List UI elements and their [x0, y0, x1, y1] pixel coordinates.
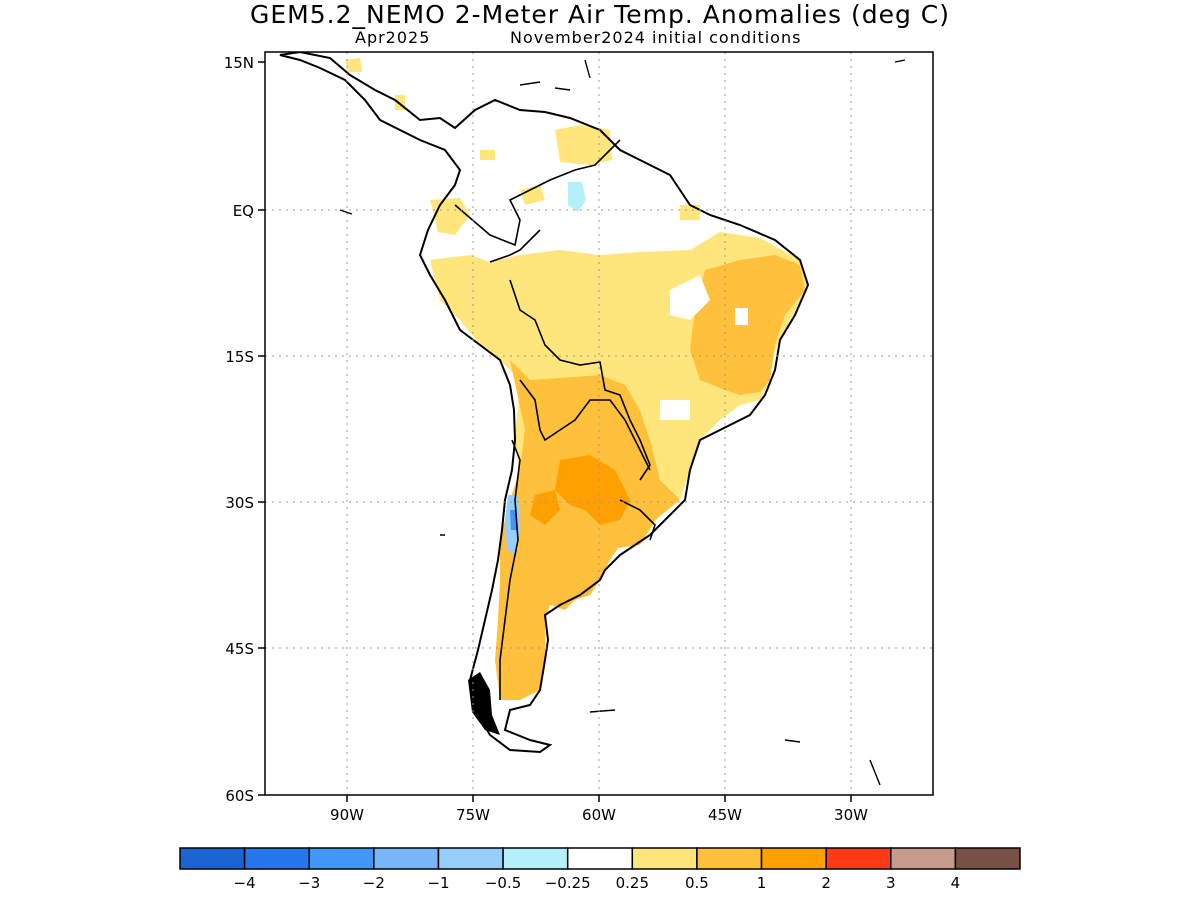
colorbar-swatch [243, 847, 310, 870]
lat-label: 30S [225, 494, 254, 512]
map-canvas [279, 52, 906, 786]
valid-month-label: Apr2025 [355, 28, 431, 47]
lon-label: 90W [330, 806, 364, 824]
anomaly-region-moderate-cool [510, 510, 517, 530]
anomaly-region-warmer [530, 455, 630, 525]
colorbar-label: 2 [821, 874, 831, 892]
caribbean-islands [339, 59, 906, 786]
colorbar-swatch [437, 847, 504, 870]
colorbar-swatch [308, 847, 375, 870]
axis-ticks [258, 61, 852, 802]
colorbar-label: −2 [363, 874, 385, 892]
colorbar-swatch [373, 847, 440, 870]
colorbar-swatch [502, 847, 569, 870]
lat-label: 60S [225, 787, 254, 805]
gridlines [265, 52, 933, 795]
colorbar-swatch [566, 847, 634, 870]
colorbar-swatch [631, 847, 698, 870]
colorbar-swatch [825, 847, 892, 870]
colorbar-label: −0.5 [485, 874, 521, 892]
lon-label: 45W [708, 806, 742, 824]
anomaly-neutral-patch [660, 275, 748, 420]
colorbar-swatch [179, 847, 246, 870]
colorbar-swatch [890, 847, 957, 870]
colorbar-label: 1 [757, 874, 767, 892]
colorbar-label: 0.25 [616, 874, 649, 892]
map-title: GEM5.2_NEMO 2-Meter Air Temp. Anomalies … [250, 0, 950, 29]
lat-label: EQ [233, 202, 254, 220]
patagonia-fjords [468, 672, 500, 735]
country-borders [454, 139, 656, 700]
colorbar-label: 4 [951, 874, 961, 892]
lon-label: 30W [834, 806, 868, 824]
colorbar-label: −4 [234, 874, 256, 892]
colorbar-labels: −4 −3 −2 −1 −0.5 −0.25 0.25 0.5 1 2 3 4 [234, 874, 961, 892]
colorbar-label: −3 [298, 874, 320, 892]
lat-label: 45S [225, 640, 254, 658]
anomaly-region-warm [495, 360, 680, 700]
colorbar-swatch [954, 847, 1021, 870]
coastlines [279, 52, 906, 786]
lon-label: 75W [456, 806, 490, 824]
initial-conditions-label: November2024 initial conditions [510, 28, 802, 47]
colorbar-label: 0.5 [685, 874, 709, 892]
lat-label: 15N [224, 54, 254, 72]
anomaly-region-slight-cool [568, 182, 586, 212]
lon-label: 60W [582, 806, 616, 824]
colorbar-label: 3 [886, 874, 896, 892]
colorbar [179, 847, 1021, 870]
south-america-coastline [279, 52, 810, 754]
colorbar-swatch [696, 847, 763, 870]
longitude-labels: 90W 75W 60W 45W 30W [330, 806, 868, 824]
latitude-labels: 15N EQ 15S 30S 45S 60S [224, 54, 254, 805]
lat-label: 15S [225, 348, 254, 366]
colorbar-label: −0.25 [545, 874, 591, 892]
anomaly-shading [345, 58, 808, 700]
colorbar-swatch [760, 847, 827, 870]
colorbar-label: −1 [427, 874, 449, 892]
